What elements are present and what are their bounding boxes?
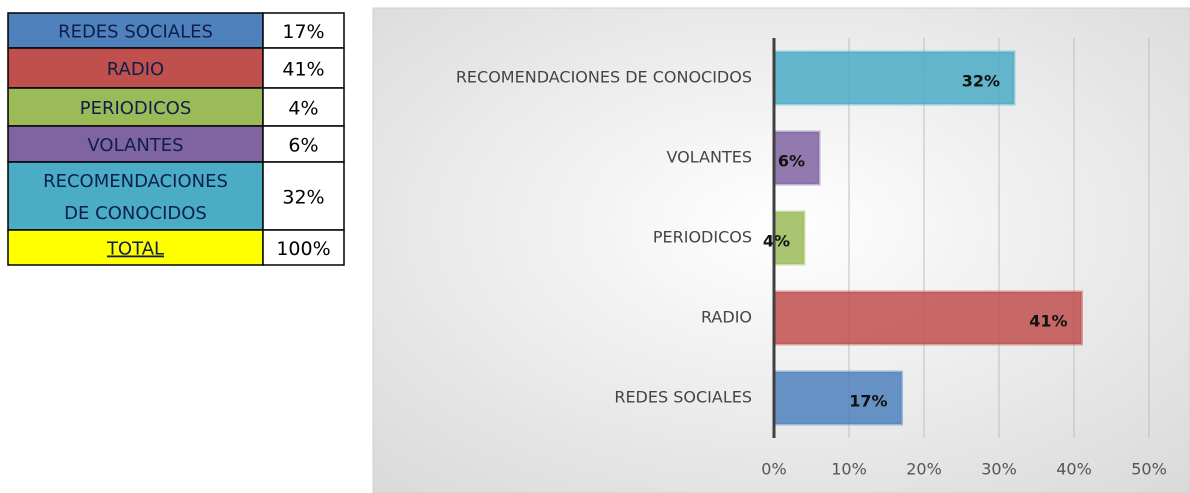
y-tick-label: PERIODICOS bbox=[653, 228, 752, 247]
table-value: 41% bbox=[282, 59, 324, 81]
x-tick-label: 30% bbox=[981, 460, 1017, 479]
chart: 0% 10% 20% 30% 40% 50% 17% REDES SOCIALES 41% RAD… bbox=[456, 38, 1167, 479]
y-tick-label: VOLANTES bbox=[667, 148, 753, 167]
data-label: 41% bbox=[1029, 312, 1067, 331]
data-label: 6% bbox=[778, 152, 805, 171]
bar bbox=[772, 130, 821, 186]
text-line: DE CONOCIDOS bbox=[64, 203, 207, 224]
table-cell bbox=[262, 47, 345, 89]
table-label: RECOMENDACIONES DE CONOCIDOS bbox=[43, 171, 228, 224]
table-value: 17% bbox=[282, 21, 324, 43]
x-tick-label: 40% bbox=[1056, 460, 1092, 479]
bar bbox=[772, 50, 1016, 106]
data-label: 32% bbox=[962, 72, 1000, 91]
table-cell bbox=[7, 229, 264, 266]
table-value: 6% bbox=[288, 135, 318, 157]
table-label: TOTAL bbox=[106, 239, 164, 260]
x-tick-label: 20% bbox=[906, 460, 942, 479]
table-value: 32% bbox=[282, 187, 324, 209]
x-tick-label: 50% bbox=[1131, 460, 1167, 479]
table-value: 100% bbox=[276, 238, 330, 260]
x-tick-label: 0% bbox=[761, 460, 786, 479]
table-cell bbox=[262, 125, 345, 163]
text-line: RECOMENDACIONES bbox=[43, 171, 228, 192]
table-cell bbox=[7, 161, 264, 231]
table: REDES SOCIALES 17% RADIO 41% PERIODICOS 4% VOL… bbox=[7, 12, 345, 266]
x-tick-label: 10% bbox=[831, 460, 867, 479]
table-cell bbox=[262, 229, 345, 266]
table-label: REDES SOCIALES bbox=[58, 22, 213, 43]
table-cell bbox=[7, 125, 264, 163]
table-label: RADIO bbox=[107, 59, 164, 80]
y-tick-label: RADIO bbox=[701, 308, 752, 327]
y-tick-label: REDES SOCIALES bbox=[614, 388, 752, 407]
table-value: 4% bbox=[288, 98, 318, 120]
bar bbox=[772, 370, 903, 426]
table-cell bbox=[7, 12, 264, 49]
table-cell bbox=[262, 12, 345, 49]
data-label: 4% bbox=[763, 232, 790, 251]
data-label: 17% bbox=[849, 392, 887, 411]
bar bbox=[772, 290, 1083, 346]
y-tick-label: RECOMENDACIONES DE CONOCIDOS bbox=[456, 68, 752, 87]
table-label: VOLANTES bbox=[87, 135, 183, 156]
table-label: PERIODICOS bbox=[80, 98, 192, 119]
